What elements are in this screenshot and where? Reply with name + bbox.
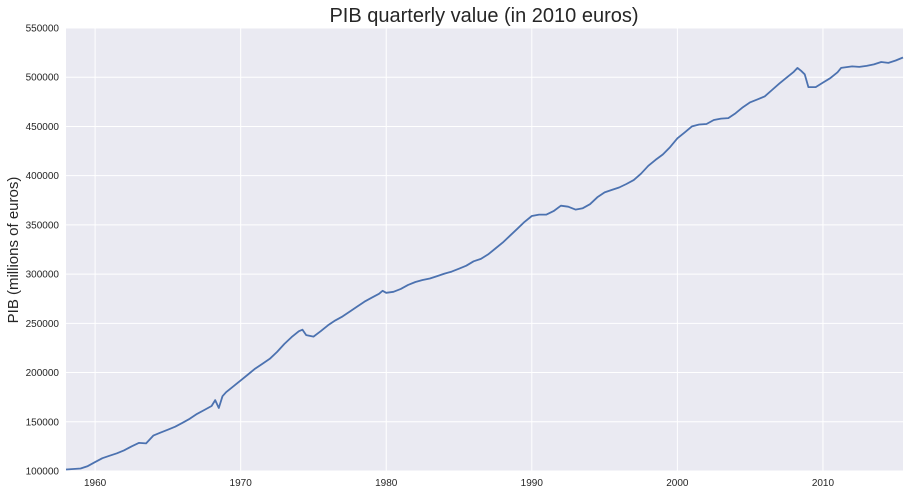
y-tick-label: 150000 — [26, 417, 60, 428]
x-tick-label: 2000 — [666, 478, 689, 489]
y-tick-label: 100000 — [26, 467, 60, 478]
x-tick-label: 1960 — [84, 478, 107, 489]
series-group — [65, 56, 904, 471]
y-tick-label: 250000 — [26, 319, 60, 330]
gridlines — [66, 27, 903, 472]
y-axis-ticks: 100000 150000 200000 250000 300000 350000 4000… — [26, 24, 60, 478]
y-axis-label: PIB (millions of euros) — [5, 177, 22, 324]
y-tick-label: 550000 — [26, 24, 60, 35]
y-tick-label: 500000 — [26, 73, 60, 84]
chart-title: PIB quarterly value (in 2010 euros) — [329, 5, 638, 27]
x-tick-label: 2010 — [812, 478, 835, 489]
x-tick-label: 1980 — [375, 478, 398, 489]
x-tick-label: 1990 — [521, 478, 544, 489]
y-tick-label: 300000 — [26, 270, 60, 281]
y-tick-label: 450000 — [26, 122, 60, 133]
y-tick-label: 200000 — [26, 368, 60, 379]
x-axis-ticks: 1960 1970 1980 1990 2000 2010 — [84, 478, 835, 489]
series-line — [65, 56, 904, 471]
y-tick-label: 350000 — [26, 220, 60, 231]
plot-area — [66, 28, 903, 471]
y-tick-label: 400000 — [26, 171, 60, 182]
x-tick-label: 1970 — [230, 478, 253, 489]
